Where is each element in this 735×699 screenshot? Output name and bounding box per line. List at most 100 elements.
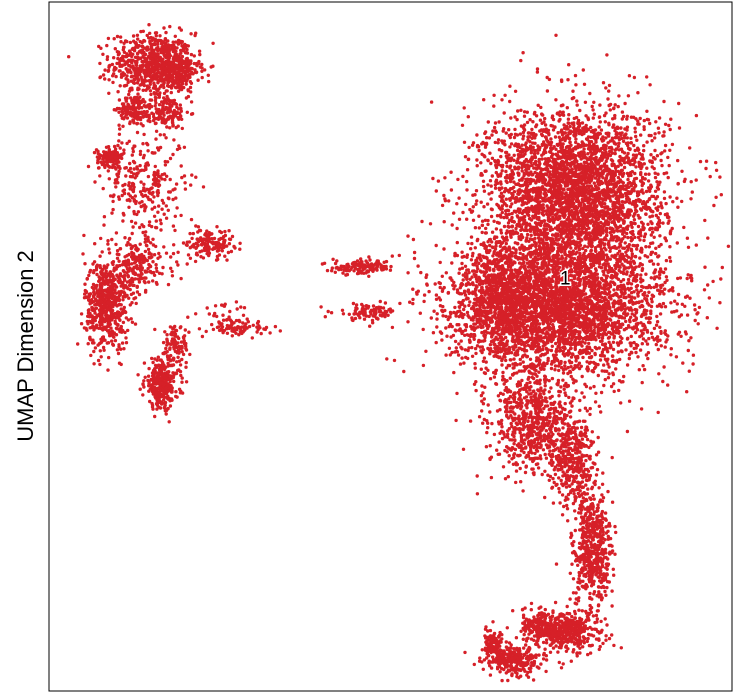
- scatter-point: [99, 310, 104, 314]
- scatter-point: [525, 232, 530, 237]
- scatter-point: [130, 231, 134, 236]
- scatter-point: [504, 131, 508, 135]
- scatter-point: [165, 160, 170, 164]
- scatter-point: [86, 308, 91, 313]
- scatter-point: [119, 156, 123, 160]
- scatter-point: [158, 218, 163, 222]
- scatter-point: [360, 302, 364, 307]
- scatter-point: [146, 247, 151, 252]
- scatter-point: [151, 112, 156, 116]
- scatter-point: [667, 163, 671, 168]
- scatter-point: [136, 92, 140, 96]
- scatter-point: [173, 52, 177, 56]
- scatter-point: [232, 244, 236, 249]
- scatter-point: [193, 33, 197, 38]
- scatter-point: [88, 270, 92, 274]
- scatter-point: [107, 91, 111, 96]
- scatter-point: [156, 38, 160, 43]
- scatter-point: [140, 78, 144, 82]
- scatter-point: [153, 42, 157, 47]
- scatter-point: [241, 313, 246, 317]
- scatter-point: [121, 63, 126, 67]
- scatter-point: [540, 212, 544, 216]
- scatter-point: [126, 318, 131, 322]
- scatter-point: [607, 103, 611, 108]
- scatter-point: [127, 169, 131, 173]
- scatter-point: [143, 276, 147, 280]
- scatter-point: [83, 262, 87, 266]
- scatter-point: [114, 333, 119, 337]
- scatter-point: [139, 264, 143, 268]
- scatter-point: [647, 197, 651, 202]
- scatter-point: [127, 92, 131, 97]
- scatter-point: [153, 395, 157, 399]
- scatter-point: [613, 151, 617, 156]
- scatter-point: [134, 109, 138, 113]
- scatter-point: [106, 368, 110, 372]
- scatter-point: [140, 44, 144, 49]
- scatter-point: [575, 99, 579, 103]
- scatter-point: [123, 330, 127, 335]
- scatter-point: [116, 90, 120, 94]
- scatter-point: [117, 164, 121, 169]
- scatter-point: [512, 153, 516, 157]
- scatter-point: [121, 320, 126, 325]
- scatter-point: [170, 330, 174, 335]
- scatter-point: [129, 70, 133, 75]
- scatter-point: [168, 386, 173, 391]
- scatter-point: [131, 270, 136, 274]
- scatter-point: [93, 346, 98, 350]
- scatter-point: [111, 316, 115, 320]
- scatter-point: [353, 316, 358, 321]
- scatter-point: [131, 107, 135, 112]
- scatter-point: [120, 141, 124, 145]
- scatter-point: [172, 356, 176, 361]
- scatter-point: [121, 260, 126, 264]
- scatter-point: [181, 241, 186, 245]
- scatter-point: [117, 169, 121, 174]
- scatter-point: [574, 137, 578, 141]
- scatter-point: [464, 202, 468, 207]
- scatter-point: [164, 346, 168, 351]
- scatter-point: [194, 62, 198, 66]
- scatter-point: [163, 70, 167, 75]
- scatter-point: [187, 330, 191, 334]
- scatter-point: [164, 216, 169, 220]
- scatter-point: [163, 400, 168, 405]
- scatter-point: [622, 165, 627, 170]
- scatter-point: [115, 34, 120, 39]
- scatter-point: [165, 89, 169, 93]
- scatter-point: [134, 41, 138, 45]
- scatter-point: [125, 39, 129, 44]
- scatter-point: [151, 53, 155, 57]
- scatter-point: [153, 121, 158, 126]
- scatter-point: [123, 84, 127, 88]
- scatter-point: [157, 371, 161, 376]
- scatter-point: [117, 252, 121, 257]
- scatter-point: [325, 268, 330, 273]
- scatter-point: [214, 240, 218, 245]
- scatter-point: [154, 263, 158, 267]
- scatter-point: [234, 318, 239, 323]
- scatter-point: [182, 174, 187, 178]
- scatter-point: [150, 356, 154, 361]
- scatter-point: [530, 127, 534, 132]
- scatter-point: [106, 36, 111, 41]
- scatter-point: [165, 340, 169, 344]
- scatter-point: [128, 194, 132, 198]
- scatter-point: [94, 268, 99, 272]
- scatter-point: [364, 314, 369, 318]
- scatter-point: [130, 250, 134, 255]
- scatter-point: [165, 343, 169, 347]
- scatter-point: [171, 251, 176, 256]
- scatter-point: [83, 282, 87, 286]
- scatter-point: [128, 243, 132, 247]
- scatter-point: [371, 304, 376, 308]
- scatter-point: [492, 125, 497, 130]
- scatter-point: [154, 225, 158, 230]
- scatter-point: [121, 308, 126, 312]
- scatter-point: [153, 104, 157, 108]
- scatter-point: [120, 57, 125, 61]
- scatter-point: [221, 313, 225, 317]
- scatter-point: [98, 341, 102, 346]
